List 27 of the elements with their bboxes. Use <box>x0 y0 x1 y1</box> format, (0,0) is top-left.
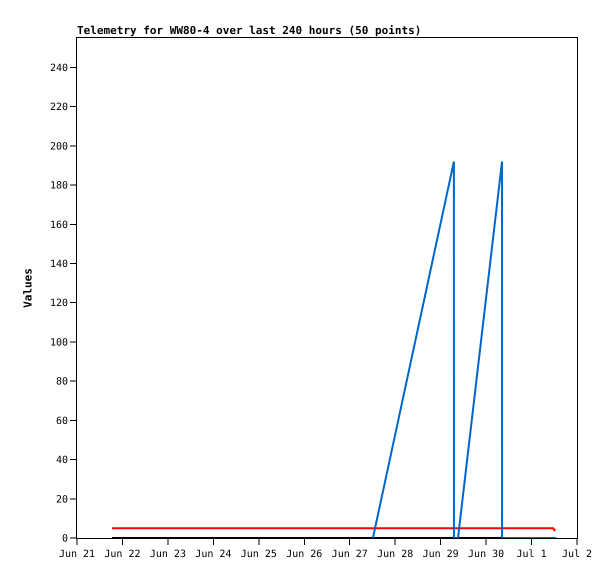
y-tick-label: 180 <box>50 180 68 192</box>
y-tick-label: 80 <box>56 376 68 388</box>
x-tick-label: Jun 23 <box>150 549 186 560</box>
y-tick-label: 160 <box>50 220 68 231</box>
y-tick-label: 100 <box>50 337 68 348</box>
x-tick-label: Jun 24 <box>195 549 232 560</box>
y-tick-label: 200 <box>50 141 68 152</box>
y-tick-label: 40 <box>56 455 68 466</box>
x-tick-label: Jun 21 <box>58 549 96 560</box>
chart-title: Telemetry for WW80-4 over last 240 hours (50 points) <box>77 24 422 37</box>
x-tick-label: Jun 28 <box>377 549 414 560</box>
x-tick-label: Jun 26 <box>286 549 322 560</box>
x-tick-label: Jul 1 <box>516 549 547 560</box>
y-axis-title: Values <box>22 268 35 308</box>
x-tick-label: Jun 27 <box>332 549 368 560</box>
y-tick-label: 60 <box>56 416 68 427</box>
y-tick-label: 140 <box>50 258 68 270</box>
y-tick-label: 120 <box>50 298 68 310</box>
y-tick-label: 0 <box>62 534 68 544</box>
y-tick-label: 220 <box>50 102 68 114</box>
x-tick-label: Jun 25 <box>240 549 277 560</box>
x-tick-label: Jun 29 <box>422 549 459 560</box>
x-tick-label: Jun 22 <box>104 549 141 560</box>
y-tick-label: 240 <box>50 62 68 74</box>
x-tick-label: Jul 2 <box>562 549 592 560</box>
y-tick-label: 20 <box>56 494 68 506</box>
x-tick-label: Jun 30 <box>468 549 504 560</box>
